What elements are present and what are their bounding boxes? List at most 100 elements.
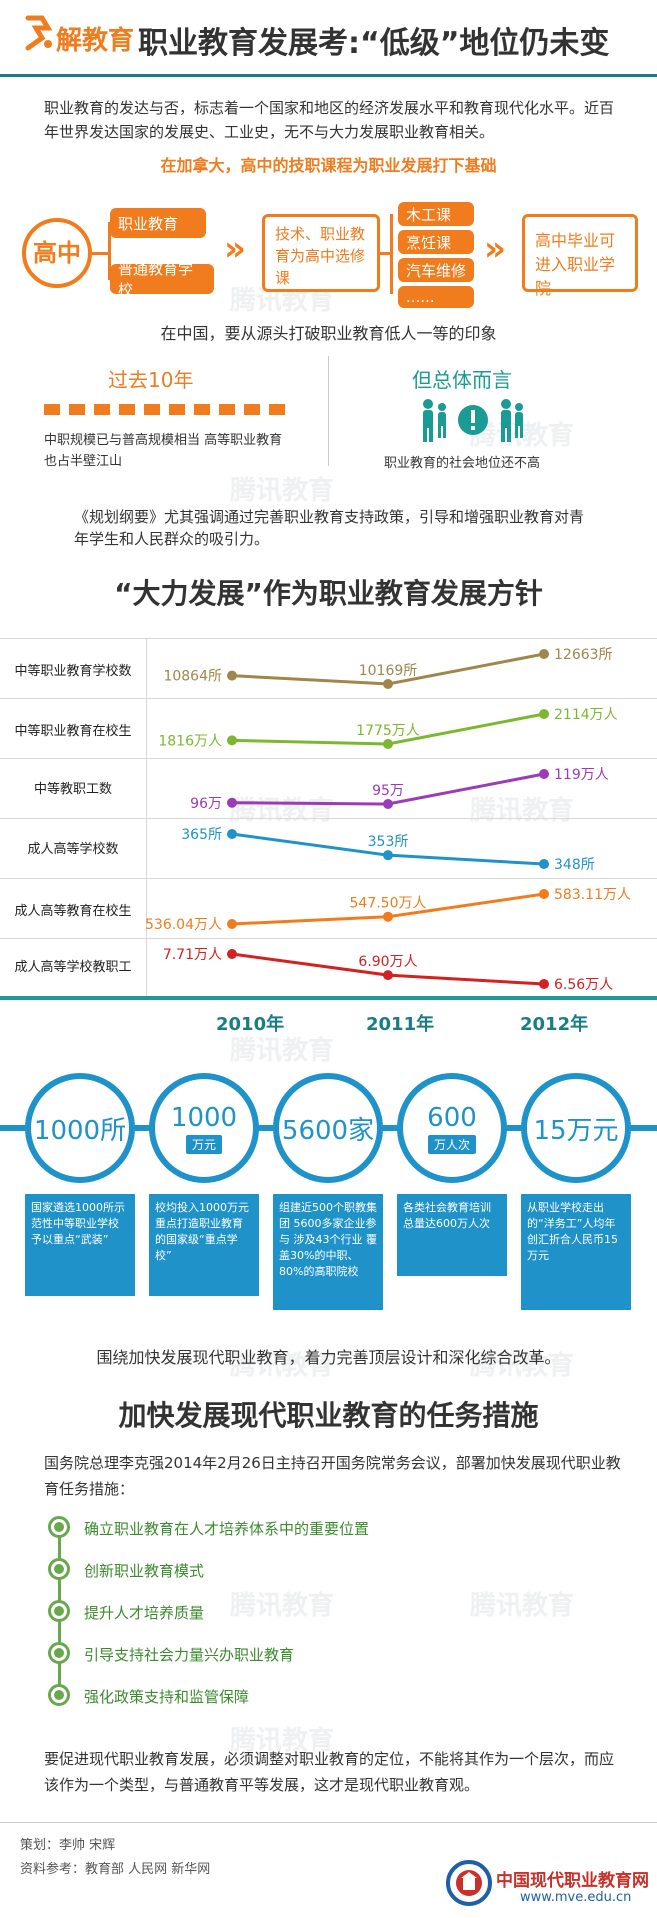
general-school-box: 普通教育学校 — [110, 260, 214, 299]
canada-heading: 在加拿大，高中的技职课程为职业发展打下基础 — [160, 156, 497, 175]
series-label: 成人高等学校教职工 — [14, 960, 132, 975]
data-label: 547.50万人 — [350, 896, 427, 912]
watermark: 腾讯教育 — [470, 1351, 575, 1381]
watermark: 腾讯教育 — [230, 1726, 335, 1756]
page-title: 职业教育发展考:“低级”地位仍未变 — [138, 26, 610, 61]
data-point — [383, 799, 393, 809]
data-point — [539, 859, 549, 869]
data-point — [227, 949, 237, 959]
data-point — [383, 850, 393, 861]
task-item: 提升人才培养质量 — [84, 1604, 205, 1622]
stat-ring: 1000 万元 — [149, 1073, 259, 1183]
course-item: 烹饪课 — [398, 230, 474, 254]
data-label: 10864所 — [163, 669, 222, 685]
stat-number: 5600家 — [281, 1115, 375, 1146]
data-point — [227, 797, 237, 808]
data-label: 6.56万人 — [554, 977, 613, 993]
x-tick-label: 2012年 — [520, 1014, 589, 1035]
watermark: 腾讯教育 — [470, 1591, 575, 1621]
watermark: 腾讯教育 — [470, 796, 575, 826]
task-bullet — [48, 1516, 70, 1538]
data-label: 96万 — [190, 796, 222, 812]
data-label: 348所 — [554, 857, 595, 873]
past-decade-title: 过去10年 — [108, 368, 194, 392]
data-label: 10169所 — [359, 663, 418, 679]
chart-baseline — [0, 996, 657, 1000]
data-point — [383, 911, 393, 922]
vocational-box: 职业教育 — [110, 208, 206, 238]
data-point — [539, 709, 549, 719]
logo-icon — [25, 15, 53, 51]
data-label: 536.04万人 — [145, 917, 222, 933]
chart-label-divider — [146, 638, 147, 998]
chart-row-divider — [0, 878, 657, 879]
intro-text: 职业教育的发达与否，标志着一个国家和地区的经济发展水平和教育现代化水平。近百年世… — [44, 99, 615, 141]
chart-row-divider — [0, 638, 657, 639]
data-label: 2114万人 — [554, 707, 618, 723]
course-item: ...... — [398, 286, 474, 308]
stat-description: 国家遴选1000所示范性中等职业学校予以重点“武装” — [25, 1194, 135, 1296]
watermark: 腾讯教育 — [230, 1036, 335, 1066]
stat-number: 1000 — [170, 1102, 238, 1133]
data-label: 119万人 — [554, 767, 609, 783]
data-label: 1816万人 — [158, 733, 222, 749]
connector-line — [380, 252, 392, 255]
watermark: 腾讯教育 — [230, 1591, 335, 1621]
task-bullet — [48, 1558, 70, 1580]
data-label: 583.11万人 — [554, 887, 631, 903]
stat-ring: 15万元 — [521, 1073, 631, 1183]
data-label: 353所 — [368, 834, 409, 850]
x-tick-label: 2011年 — [366, 1014, 435, 1035]
source-credit: 资料参考：教育部 人民网 新华网 — [20, 1862, 211, 1877]
data-label: 1775万人 — [356, 723, 420, 739]
task-bullet — [48, 1642, 70, 1664]
footer-divider — [0, 1822, 657, 1823]
overall-text: 职业教育的社会地位还不高 — [384, 456, 541, 471]
progress-squares — [44, 404, 285, 415]
brand-url: www.mve.edu.cn — [520, 1890, 632, 1905]
data-point — [539, 649, 549, 659]
series-label: 成人高等教育在校生 — [14, 904, 132, 919]
logo-text: 解教育 — [56, 26, 135, 56]
tasks-conclusion: 要促进现代职业教育发展，必须调整对职业教育的定位，不能将其作为一个层次，而应该作… — [44, 1750, 615, 1794]
task-item: 强化政策支持和监管保障 — [84, 1688, 250, 1706]
data-label: 95万 — [372, 783, 404, 799]
watermark: 腾讯教育 — [230, 476, 335, 506]
stat-unit: 万人次 — [427, 1134, 476, 1154]
task-bullet — [48, 1684, 70, 1706]
data-point — [539, 889, 549, 899]
chart-row-divider — [0, 758, 657, 759]
task-bullet — [48, 1600, 70, 1622]
course-item: 木工课 — [398, 202, 474, 226]
connector-line — [390, 214, 393, 294]
data-point — [227, 829, 237, 839]
task-item: 创新职业教育模式 — [84, 1562, 205, 1580]
tasks-intro: 国务院总理李克强2014年2月26日主持召开国务院常务会议，部署加快发展现代职业… — [44, 1454, 621, 1498]
data-point — [383, 970, 393, 981]
chart-row-divider — [0, 698, 657, 699]
chevron-right-icon: » — [484, 229, 506, 269]
task-item: 引导支持社会力量兴办职业教育 — [84, 1646, 295, 1664]
connector-line — [92, 252, 110, 255]
stat-unit: 万元 — [185, 1134, 222, 1154]
chart-title: “大力发展”作为职业教育发展方针 — [114, 577, 543, 610]
course-item: 汽车维修 — [398, 258, 474, 282]
highschool-circle: 高中 — [22, 218, 92, 288]
vocational-college-box: 高中毕业可进入职业学院 — [522, 214, 638, 298]
past-decade-text: 中职规模已与普高规模相当 高等职业教育也占半壁江山 — [44, 433, 283, 469]
overall-title: 但总体而言 — [412, 368, 512, 392]
plan-text: 《规划纲要》尤其强调通过完善职业教育支持政策，引导和增强职业教育对青年学生和人民… — [74, 508, 585, 548]
brand-name: 中国现代职业教育网 — [496, 1871, 649, 1891]
data-point — [539, 769, 549, 779]
x-tick-label: 2010年 — [216, 1014, 285, 1035]
watermark: 腾讯教育 — [230, 796, 335, 826]
stat-number: 600 — [427, 1102, 477, 1133]
data-label: 365所 — [181, 827, 222, 843]
brand-logo-icon — [446, 1860, 492, 1906]
task-item: 确立职业教育在人才培养体系中的重要位置 — [84, 1520, 370, 1538]
watermark: 腾讯教育 — [230, 1351, 335, 1381]
series-label: 中等教职工数 — [33, 782, 112, 797]
data-point — [383, 679, 393, 689]
stat-description: 从职业学校走出的“洋务工”人均年创汇折合人民币15万元 — [521, 1194, 631, 1310]
stat-number: 1000所 — [33, 1115, 127, 1146]
